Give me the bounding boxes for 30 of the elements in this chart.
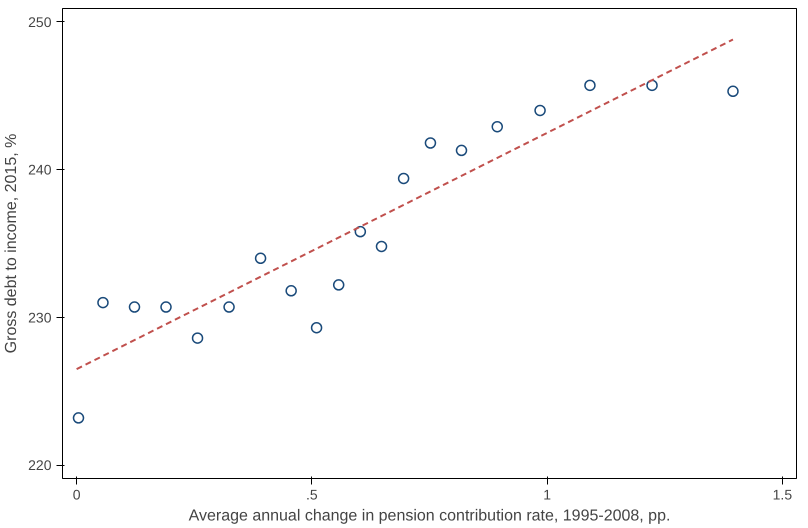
point [456,144,468,156]
point [128,301,140,313]
y-tick-label: 240 [28,162,52,178]
point [584,80,596,92]
x-axis-title: Average annual change in pension contribution rate, 1995-2008, pp. [188,508,670,524]
point [254,252,266,264]
point [424,137,436,149]
x-tick-label: 0 [72,486,81,502]
point [398,172,410,184]
point [285,285,297,297]
point [646,80,658,92]
y-axis-title: Gross debt to income, 2015, % [3,134,20,354]
point [376,240,388,252]
point [727,86,739,98]
point [72,412,84,424]
point [492,121,504,132]
point [534,104,546,116]
x-tick-label: .5 [306,486,318,502]
y-tick-label: 250 [28,14,52,30]
point [310,322,322,334]
point [160,301,172,313]
point [192,332,204,344]
point [354,226,366,238]
y-tick-label: 230 [28,309,52,326]
point [332,279,344,291]
point [97,296,109,308]
point [223,301,235,313]
x-tick-label: 1 [543,486,552,502]
x-tick-label: 1.5 [772,486,792,502]
y-tick-label: 220 [28,457,52,474]
